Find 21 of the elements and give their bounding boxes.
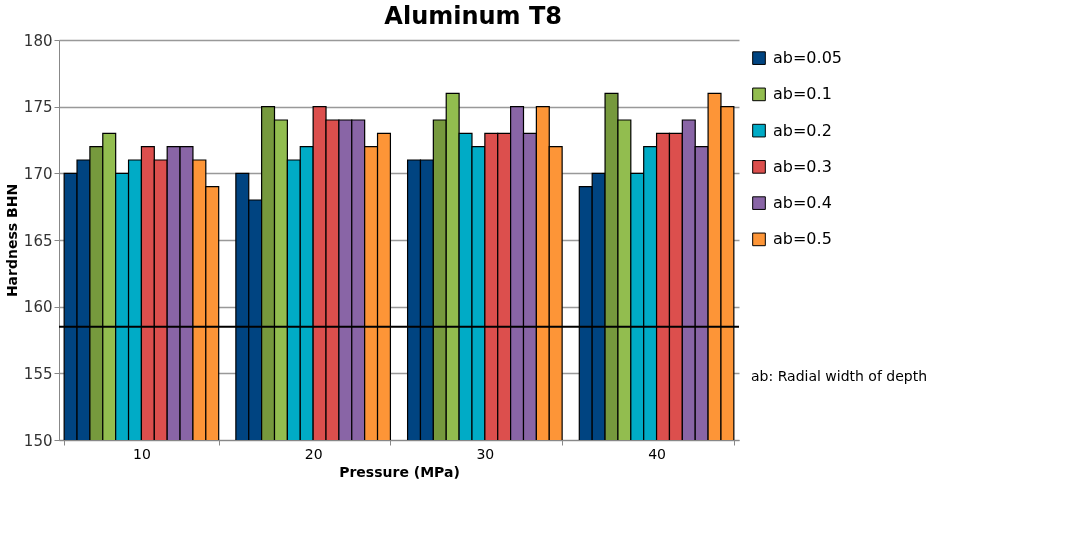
legend-label: ab=0.3 xyxy=(773,156,832,176)
x-tick-label: 20 xyxy=(304,445,323,462)
x-tick-label: 40 xyxy=(648,445,666,462)
legend-label: ab=0.4 xyxy=(773,193,832,213)
y-tick-label: 175 xyxy=(23,98,53,117)
text: ab: Radial width of depth xyxy=(751,368,928,384)
y-axis-title: Hardness BHN xyxy=(3,183,20,298)
legend-label: ab=0.2 xyxy=(773,120,832,140)
y-tick-label: 160 xyxy=(23,298,53,317)
y-tick-label: 165 xyxy=(23,231,53,250)
legend-label: ab=0.1 xyxy=(773,84,832,104)
x-tick-label: 10 xyxy=(133,445,151,462)
legend-label: ab=0.5 xyxy=(773,229,832,249)
y-tick-label: 155 xyxy=(23,364,53,383)
y-tick-label: 180 xyxy=(23,31,53,50)
legend-label: ab=0.05 xyxy=(773,48,842,68)
x-tick-label: 30 xyxy=(476,445,495,462)
x-axis-title: Pressure (MPa) xyxy=(339,463,460,480)
chart-title: Aluminum T8 xyxy=(384,2,563,30)
y-tick-label: 150 xyxy=(23,431,53,450)
y-tick-label: 170 xyxy=(23,164,53,183)
